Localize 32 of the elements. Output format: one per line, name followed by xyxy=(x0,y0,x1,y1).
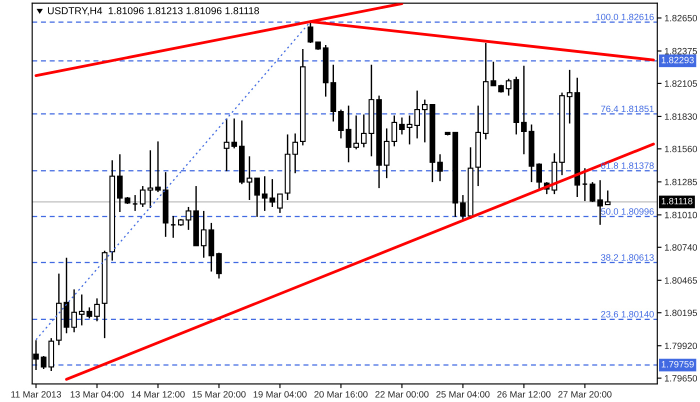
y-tick-label: 1.81560 xyxy=(664,146,698,152)
y-tick-label: 1.81830 xyxy=(664,113,698,120)
y-tick-label: 1.82105 xyxy=(664,80,697,87)
x-tick-label: 26 Mar 12:00 xyxy=(497,391,551,398)
y-tick-label: 1.81285 xyxy=(664,178,697,186)
y-tick-label: 1.80740 xyxy=(664,244,698,251)
ref-line-label: 100.0 1.82616 xyxy=(596,14,654,20)
y-tick-label: 1.80195 xyxy=(664,310,697,316)
ref-line-label: 1.82293 xyxy=(662,56,694,64)
x-tick-label: 20 Mar 16:00 xyxy=(314,391,368,398)
y-tick-label: 1.79920 xyxy=(664,342,698,350)
ref-line-label: 1.81118 xyxy=(662,198,692,204)
y-tick-label: 1.79650 xyxy=(664,375,698,382)
ref-line-label: 23.6 1.80140 xyxy=(601,311,654,318)
y-tick-label: 1.82650 xyxy=(664,14,698,22)
ref-line-label: 1.79759 xyxy=(662,361,694,368)
y-tick-label: 1.82375 xyxy=(664,48,697,54)
ref-line-label: 76.4 1.81851 xyxy=(601,106,654,112)
x-tick-label: 25 Mar 04:00 xyxy=(436,391,490,398)
ref-line-label: 38.2 1.80613 xyxy=(601,254,654,261)
x-tick-label: 27 Mar 20:00 xyxy=(558,391,612,398)
x-tick-label: 15 Mar 20:00 xyxy=(192,391,246,398)
x-tick-label: 13 Mar 04:00 xyxy=(70,391,124,398)
chart-title: USDTRY,H4 1.81096 1.81213 1.81096 1.81118 xyxy=(48,7,259,16)
ref-line-label: 50.0 1.80996 xyxy=(601,208,654,215)
ref-line-label: 61.8 1.81378 xyxy=(601,162,654,169)
y-tick-label: 1.81010 xyxy=(664,212,698,218)
y-tick-label: 1.80465 xyxy=(664,277,697,284)
x-tick-label: 14 Mar 12:00 xyxy=(132,391,185,398)
x-tick-label: 22 Mar 00:00 xyxy=(375,391,429,398)
x-tick-label: 11 Mar 2013 xyxy=(11,391,62,398)
x-tick-label: 19 Mar 04:00 xyxy=(254,391,307,398)
